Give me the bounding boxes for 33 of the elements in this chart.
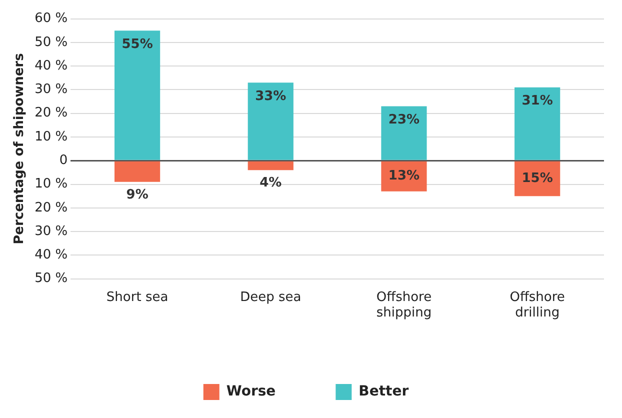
bar	[114, 161, 160, 182]
y-axis-title: Percentage of shipowners	[12, 52, 28, 244]
bar	[514, 87, 560, 160]
legend-label: Better	[358, 384, 409, 400]
legend-label: Worse	[226, 384, 276, 400]
data-label: 23%	[388, 112, 420, 128]
data-label: 4%	[260, 175, 282, 190]
y-tick-label: 30 %	[34, 224, 68, 239]
y-tick-label: 50 %	[34, 271, 68, 286]
x-tick-label: Deep sea	[240, 290, 302, 305]
y-tick-label: 0	[59, 152, 68, 168]
bar	[248, 82, 294, 160]
y-tick-label: 40 %	[34, 248, 68, 263]
y-tick-label: 50 %	[34, 34, 68, 50]
data-label: 15%	[522, 171, 553, 186]
bar	[114, 30, 160, 160]
y-tick-label: 10 %	[34, 129, 68, 144]
data-label: 55%	[122, 36, 153, 52]
bar	[248, 161, 294, 170]
data-label: 9%	[126, 187, 148, 202]
y-tick-label: 60 %	[34, 11, 68, 26]
x-tick-label: Short sea	[106, 290, 168, 305]
data-label: 31%	[522, 94, 553, 109]
x-tick-label: Offshore shipping	[376, 290, 432, 321]
x-tick-label: Offshore drilling	[510, 290, 565, 321]
bar	[381, 106, 427, 160]
y-tick-label: 20 %	[34, 106, 68, 121]
y-tick-label: 30 %	[34, 82, 68, 98]
y-tick-label: 20 %	[34, 200, 68, 216]
y-tick-label: 10 %	[34, 176, 68, 192]
data-label: 33%	[255, 88, 286, 104]
y-tick-label: 40 %	[34, 58, 68, 74]
data-label: 13%	[388, 168, 420, 184]
